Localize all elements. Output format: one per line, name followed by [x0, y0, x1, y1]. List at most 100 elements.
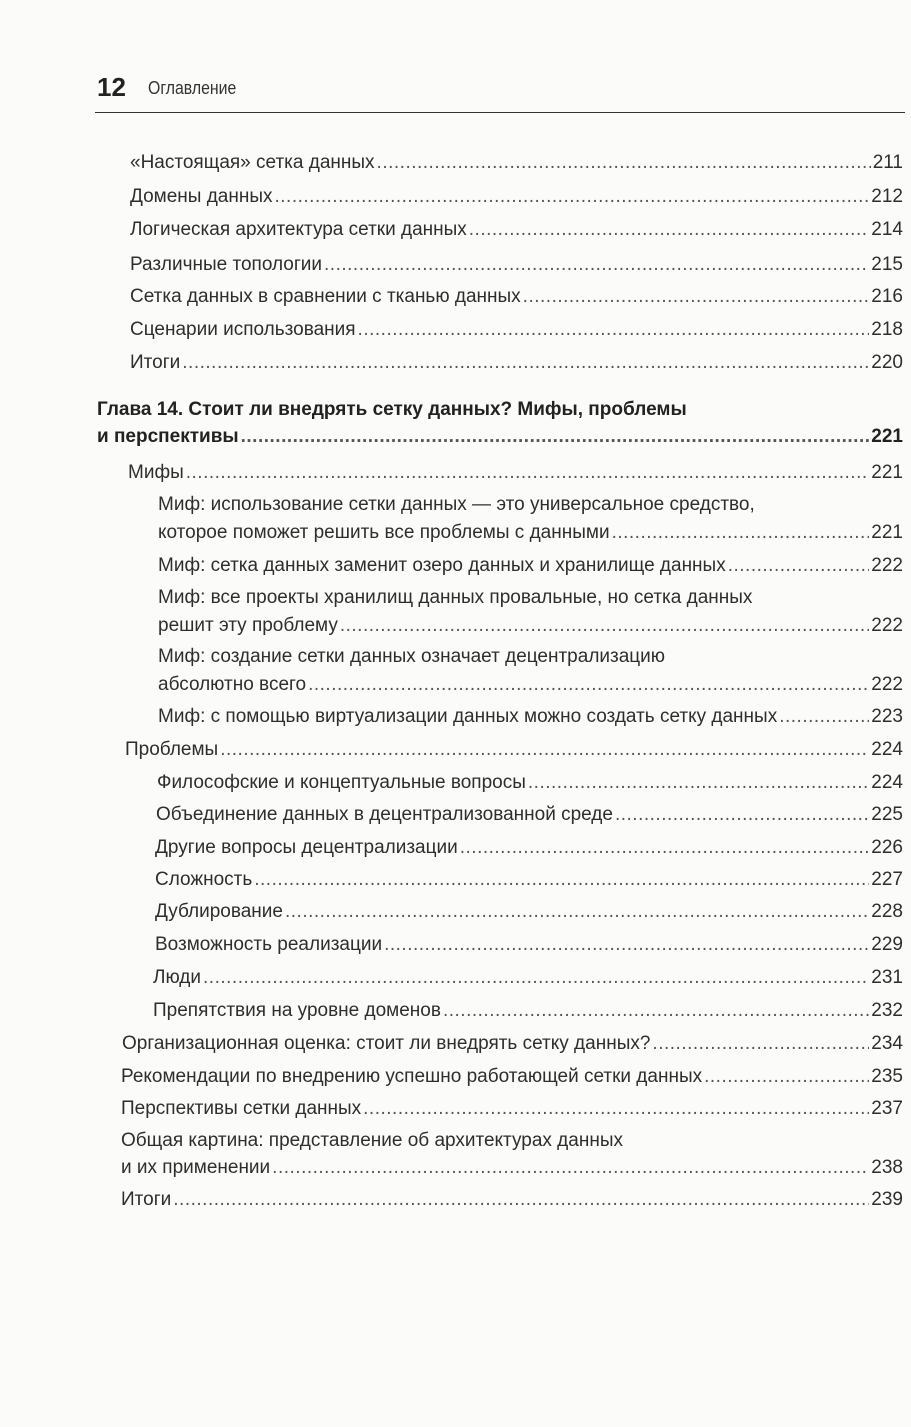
toc-entry-page: 212 — [871, 186, 903, 207]
toc-entry: Сетка данных в сравнении с тканью данных… — [130, 284, 903, 310]
dot-leader — [528, 770, 869, 796]
dot-leader — [704, 1064, 869, 1090]
dot-leader — [241, 424, 870, 450]
toc-entry-page: 226 — [871, 837, 903, 858]
toc-entry: Логическая архитектура сетки данных 214 — [130, 217, 903, 243]
dot-leader — [358, 317, 870, 343]
toc-entry-page: 227 — [871, 869, 903, 890]
toc-entry-page: 228 — [871, 901, 903, 922]
toc-entry: Рекомендации по внедрению успешно работа… — [121, 1064, 903, 1090]
toc-entry-title: Дублирование — [155, 901, 283, 922]
toc-entry-title: Рекомендации по внедрению успешно работа… — [121, 1066, 703, 1087]
toc-entry: Дублирование 228 — [155, 899, 903, 925]
toc-entry-page: 214 — [871, 219, 903, 240]
toc-entry-title: Миф: сетка данных заменит озеро данных и… — [158, 555, 726, 576]
toc-entry: Препятствия на уровне доменов 232 — [153, 998, 903, 1024]
toc-entry: Философские и концептуальные вопросы 224 — [157, 770, 903, 796]
dot-leader — [186, 460, 870, 486]
dot-leader — [272, 1155, 869, 1181]
toc-entry-title: Организационная оценка: стоит ли внедрят… — [122, 1033, 651, 1054]
toc-entry-title: Объединение данных в децентрализованной … — [156, 804, 613, 825]
toc-entry: абсолютно всего 222 — [158, 672, 903, 698]
toc-entry-title: Итоги — [130, 352, 181, 373]
toc-entry-line: Миф: использование сетки данных — это ун… — [158, 492, 903, 518]
toc-entry-title: Люди — [153, 967, 202, 988]
toc-entry-page: 220 — [871, 352, 903, 373]
toc-entry-title: Сетка данных в сравнении с тканью данных — [130, 286, 521, 307]
toc-entry-page: 237 — [871, 1098, 903, 1119]
toc-entry-title: Возможность реализации — [155, 934, 383, 955]
toc-entry-line: Общая картина: представление об архитект… — [121, 1128, 903, 1154]
toc-entry-title: Миф: создание сетки данных означает деце… — [158, 646, 666, 667]
toc-entry-title: Сценарии использования — [130, 319, 356, 340]
toc-entry-page: 239 — [871, 1189, 903, 1210]
dot-leader — [384, 932, 869, 958]
toc-entry-title: Сложность — [155, 869, 253, 890]
dot-leader — [220, 737, 869, 763]
toc-entry: Различные топологии 215 — [130, 252, 903, 278]
dot-leader — [728, 553, 870, 579]
toc-entry-title: Домены данных — [130, 186, 273, 207]
toc-entry: Объединение данных в децентрализованной … — [156, 802, 903, 828]
toc-entry-title: Миф: использование сетки данных — это ун… — [158, 494, 755, 515]
toc-entry-title: Философские и концептуальные вопросы — [157, 772, 526, 793]
dot-leader — [182, 350, 869, 376]
toc-entry-line: Миф: создание сетки данных означает деце… — [158, 644, 903, 670]
toc-entry: Сценарии использования 218 — [130, 317, 903, 343]
toc-entry: Мифы 221 — [128, 460, 903, 486]
dot-leader — [324, 252, 869, 278]
toc-entry-title: Логическая архитектура сетки данных — [130, 219, 467, 240]
dot-leader — [469, 217, 870, 243]
toc-entry: Итоги 239 — [121, 1187, 903, 1213]
dot-leader — [443, 998, 869, 1024]
toc-entry-page: 224 — [871, 739, 903, 760]
dot-leader — [254, 867, 869, 893]
toc-entry-title: «Настоящая» сетка данных — [130, 152, 375, 173]
toc-entry-page: 222 — [871, 674, 903, 695]
toc-entry: Возможность реализации 229 — [155, 932, 903, 958]
toc-entry: Перспективы сетки данных 237 — [121, 1096, 903, 1122]
toc-entry: Люди 231 — [153, 965, 903, 991]
toc-entry-title: Мифы — [128, 462, 184, 483]
toc-entry: и их применении 238 — [121, 1155, 903, 1181]
toc-entry-title: решит эту проблему — [158, 615, 338, 636]
toc-entry: Организационная оценка: стоит ли внедрят… — [122, 1031, 903, 1057]
toc-entry-page: 238 — [871, 1157, 903, 1178]
toc-entry-page: 222 — [871, 555, 903, 576]
page-number: 12 — [97, 72, 126, 102]
toc-entry-page: 229 — [871, 934, 903, 955]
toc-entry-page: 231 — [871, 967, 903, 988]
toc-entry-page: 221 — [871, 462, 903, 483]
toc-entry-title: которое поможет решить все проблемы с да… — [158, 522, 610, 543]
toc-entry-title: Различные топологии — [130, 254, 323, 275]
dot-leader — [173, 1187, 869, 1213]
toc-entry-page: 223 — [871, 706, 903, 727]
toc-entry-page: 224 — [871, 772, 903, 793]
toc-entry-line: Глава 14. Стоит ли внедрять сетку данных… — [97, 397, 903, 423]
running-header-title: Оглавление — [148, 78, 237, 98]
toc-entry: Сложность 227 — [155, 867, 903, 893]
dot-leader — [612, 520, 870, 546]
toc-entry-title: Глава 14. Стоит ли внедрять сетку данных… — [97, 399, 687, 420]
toc-entry-page: 232 — [871, 1000, 903, 1021]
toc-entry-page: 221 — [871, 522, 903, 543]
dot-leader — [285, 899, 869, 925]
header-rule — [95, 112, 905, 113]
toc-entry-title: Миф: все проекты хранилищ данных проваль… — [158, 587, 753, 608]
toc-entry: Другие вопросы децентрализации 226 — [155, 835, 903, 861]
toc-entry-title: Перспективы сетки данных — [121, 1098, 362, 1119]
toc-entry-page: 235 — [871, 1066, 903, 1087]
toc-entry-title: Итоги — [121, 1189, 172, 1210]
toc-entry-title: и их применении — [121, 1157, 271, 1178]
toc-entry: которое поможет решить все проблемы с да… — [158, 520, 903, 546]
toc-entry: «Настоящая» сетка данных 211 — [130, 150, 903, 176]
toc-entry-page: 225 — [871, 804, 903, 825]
toc-entry-title: абсолютно всего — [158, 674, 307, 695]
toc-entry: и перспективы 221 — [97, 424, 903, 450]
toc-entry-page: 222 — [871, 615, 903, 636]
toc-entry-page: 216 — [871, 286, 903, 307]
toc-entry: решит эту проблему 222 — [158, 613, 903, 639]
toc-entry-title: Проблемы — [125, 739, 219, 760]
dot-leader — [275, 184, 870, 210]
toc-entry-title: и перспективы — [97, 426, 239, 447]
